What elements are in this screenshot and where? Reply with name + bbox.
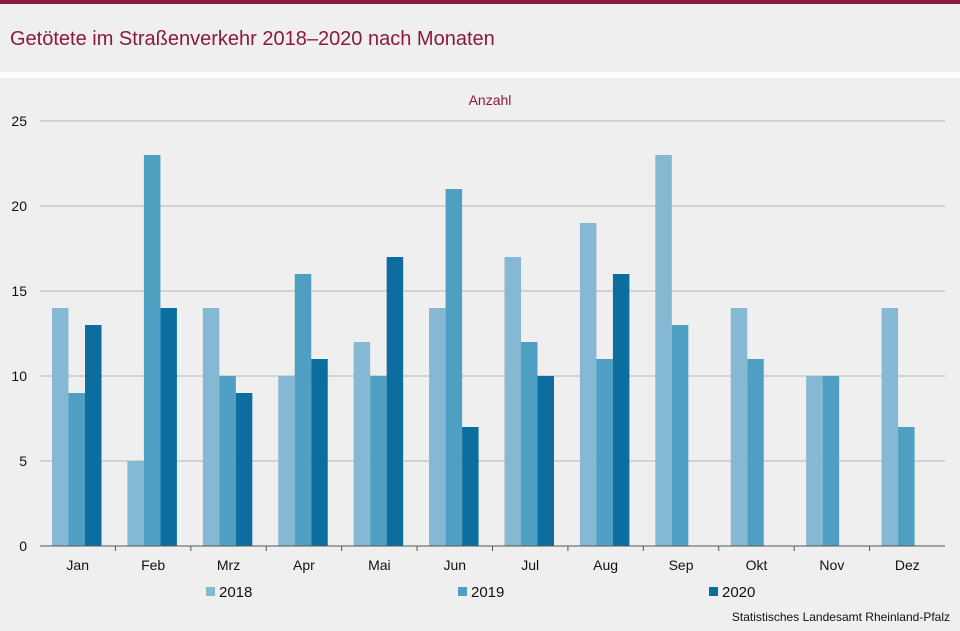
y-tick-label: 10 <box>11 368 27 384</box>
x-tick-label: Mrz <box>217 557 240 573</box>
bar-2018-Sep <box>655 155 672 546</box>
bar-2018-Nov <box>806 376 823 546</box>
bar-2018-Jun <box>429 308 446 546</box>
bar-2019-Mrz <box>219 376 236 546</box>
chart-title: Getötete im Straßenverkehr 2018–2020 nac… <box>10 28 495 50</box>
x-tick-label: Aug <box>593 557 618 573</box>
bar-2018-Jan <box>52 308 69 546</box>
legend-layer: 2018 2019 2020 <box>206 584 755 601</box>
x-tick-label: Mai <box>368 557 391 573</box>
y-tick-label: 0 <box>19 538 27 554</box>
legend-label-2018: 2018 <box>219 584 252 601</box>
header-divider <box>0 72 960 78</box>
axis-layer: Anzahl 0 5 10 15 20 25 Jan Feb Mrz Apr Mai Jun Jul Aug… <box>11 92 945 573</box>
x-tick-label: Jul <box>521 557 539 573</box>
bars-layer <box>52 155 915 546</box>
legend-swatch-2019 <box>458 587 467 596</box>
bar-2019-Nov <box>822 376 840 546</box>
legend-label-2020: 2020 <box>722 584 755 601</box>
x-tick-label: Dez <box>895 557 920 573</box>
grid-layer <box>40 120 945 462</box>
x-tick-label: Jan <box>66 557 89 573</box>
bar-2018-Apr <box>278 376 295 546</box>
bar-2020-Feb <box>160 308 177 546</box>
bar-2018-Aug <box>579 223 597 546</box>
legend-swatch-2018 <box>206 587 215 596</box>
bar-chart: Anzahl 0 5 10 15 20 25 Jan Feb Mrz Apr Mai Jun Jul Aug… <box>11 92 945 601</box>
legend-label-2019: 2019 <box>471 584 504 601</box>
x-tick-label: Apr <box>293 557 315 573</box>
bar-2020-Aug <box>612 274 630 546</box>
bar-2018-Jul <box>504 257 521 546</box>
bar-2020-Jan <box>85 325 102 546</box>
y-tick-label: 20 <box>11 198 27 214</box>
y-tick-label: 15 <box>11 283 27 299</box>
x-tick-label: Jun <box>444 557 467 573</box>
chart-area: Anzahl 0 5 10 15 20 25 Jan Feb Mrz Apr Mai Jun Jul Aug… <box>0 78 960 631</box>
top-accent-bar <box>0 0 960 4</box>
bar-2020-Jul <box>537 376 554 546</box>
bar-2019-Apr <box>294 274 312 546</box>
bar-2019-Sep <box>671 325 689 546</box>
bar-2019-Mai <box>370 376 387 546</box>
x-tick-label: Sep <box>669 557 694 573</box>
bar-2020-Apr <box>311 359 328 546</box>
bar-2018-Mrz <box>202 308 220 546</box>
x-tick-label: Nov <box>819 557 844 573</box>
source-note: Statistisches Landesamt Rheinland-Pfalz <box>731 610 950 624</box>
bar-2020-Jun <box>462 427 479 546</box>
y-tick-label: 5 <box>19 453 27 469</box>
bar-2020-Mai <box>386 257 404 546</box>
x-tick-label: Okt <box>746 557 768 573</box>
bar-2019-Jan <box>68 393 85 546</box>
bar-2018-Dez <box>881 308 899 546</box>
bar-2019-Jul <box>521 342 538 546</box>
legend-swatch-2020 <box>709 587 718 596</box>
bar-2019-Aug <box>596 359 613 546</box>
bar-2019-Feb <box>143 155 161 546</box>
y-unit-label: Anzahl <box>469 92 512 108</box>
bar-2018-Feb <box>127 461 144 546</box>
bar-2019-Dez <box>898 427 915 546</box>
bar-2018-Mai <box>353 342 371 546</box>
bar-2018-Okt <box>730 308 748 546</box>
bar-2020-Mrz <box>235 393 253 546</box>
bar-2019-Okt <box>747 359 764 546</box>
bar-2019-Jun <box>445 189 463 546</box>
x-tick-label: Feb <box>141 557 165 573</box>
y-tick-label: 25 <box>11 113 27 129</box>
